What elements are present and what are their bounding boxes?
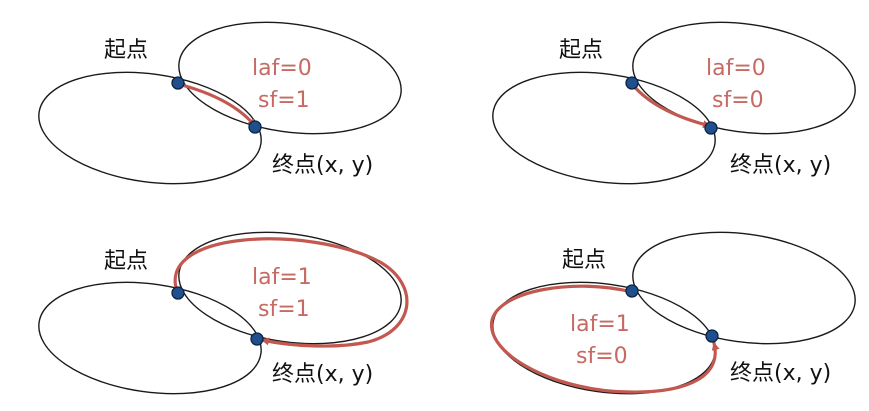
large-arc-flag-label: laf=0: [706, 56, 766, 81]
arc-path: [490, 284, 720, 394]
left-ellipse: [38, 281, 262, 395]
start-point: [625, 76, 639, 90]
start-point-label: 起点: [104, 38, 148, 63]
end-point-label: 终点(x, y): [272, 153, 373, 178]
right-ellipse: [178, 21, 402, 135]
start-point-label: 起点: [562, 248, 606, 273]
start-point-label: 起点: [104, 249, 148, 274]
end-point: [248, 120, 262, 134]
left-ellipse: [38, 71, 262, 185]
sweep-flag-label: sf=1: [258, 88, 310, 113]
end-point-label: 终点(x, y): [730, 153, 831, 178]
right-ellipse: [178, 231, 402, 345]
panel-laf1-sf0: 起点 终点(x, y) laf=1 sf=0: [490, 231, 856, 395]
large-arc-flag-label: laf=0: [252, 56, 312, 81]
panel-laf0-sf1: 起点 终点(x, y) laf=0 sf=1: [38, 21, 402, 185]
end-point-label: 终点(x, y): [272, 362, 373, 387]
panel-laf0-sf0: 起点 终点(x, y) laf=0 sf=0: [492, 21, 856, 185]
end-point: [250, 332, 264, 346]
sweep-flag-label: sf=0: [712, 88, 764, 113]
right-ellipse: [632, 231, 856, 345]
sweep-flag-label: sf=1: [258, 297, 310, 322]
start-point: [625, 284, 639, 298]
end-point: [705, 329, 719, 343]
left-ellipse: [492, 71, 716, 185]
large-arc-flag-label: laf=1: [252, 265, 312, 290]
arc-path: [173, 237, 409, 348]
arc-path: [630, 82, 712, 129]
arc-path: [176, 82, 257, 128]
end-point-label: 终点(x, y): [730, 361, 831, 386]
large-arc-flag-label: laf=1: [570, 312, 630, 337]
start-point: [171, 286, 185, 300]
start-point-label: 起点: [559, 38, 603, 63]
sweep-flag-label: sf=0: [576, 344, 628, 369]
start-point: [171, 76, 185, 90]
right-ellipse: [632, 21, 856, 135]
end-point: [704, 121, 718, 135]
panel-laf1-sf1: 起点 终点(x, y) laf=1 sf=1: [38, 231, 409, 395]
